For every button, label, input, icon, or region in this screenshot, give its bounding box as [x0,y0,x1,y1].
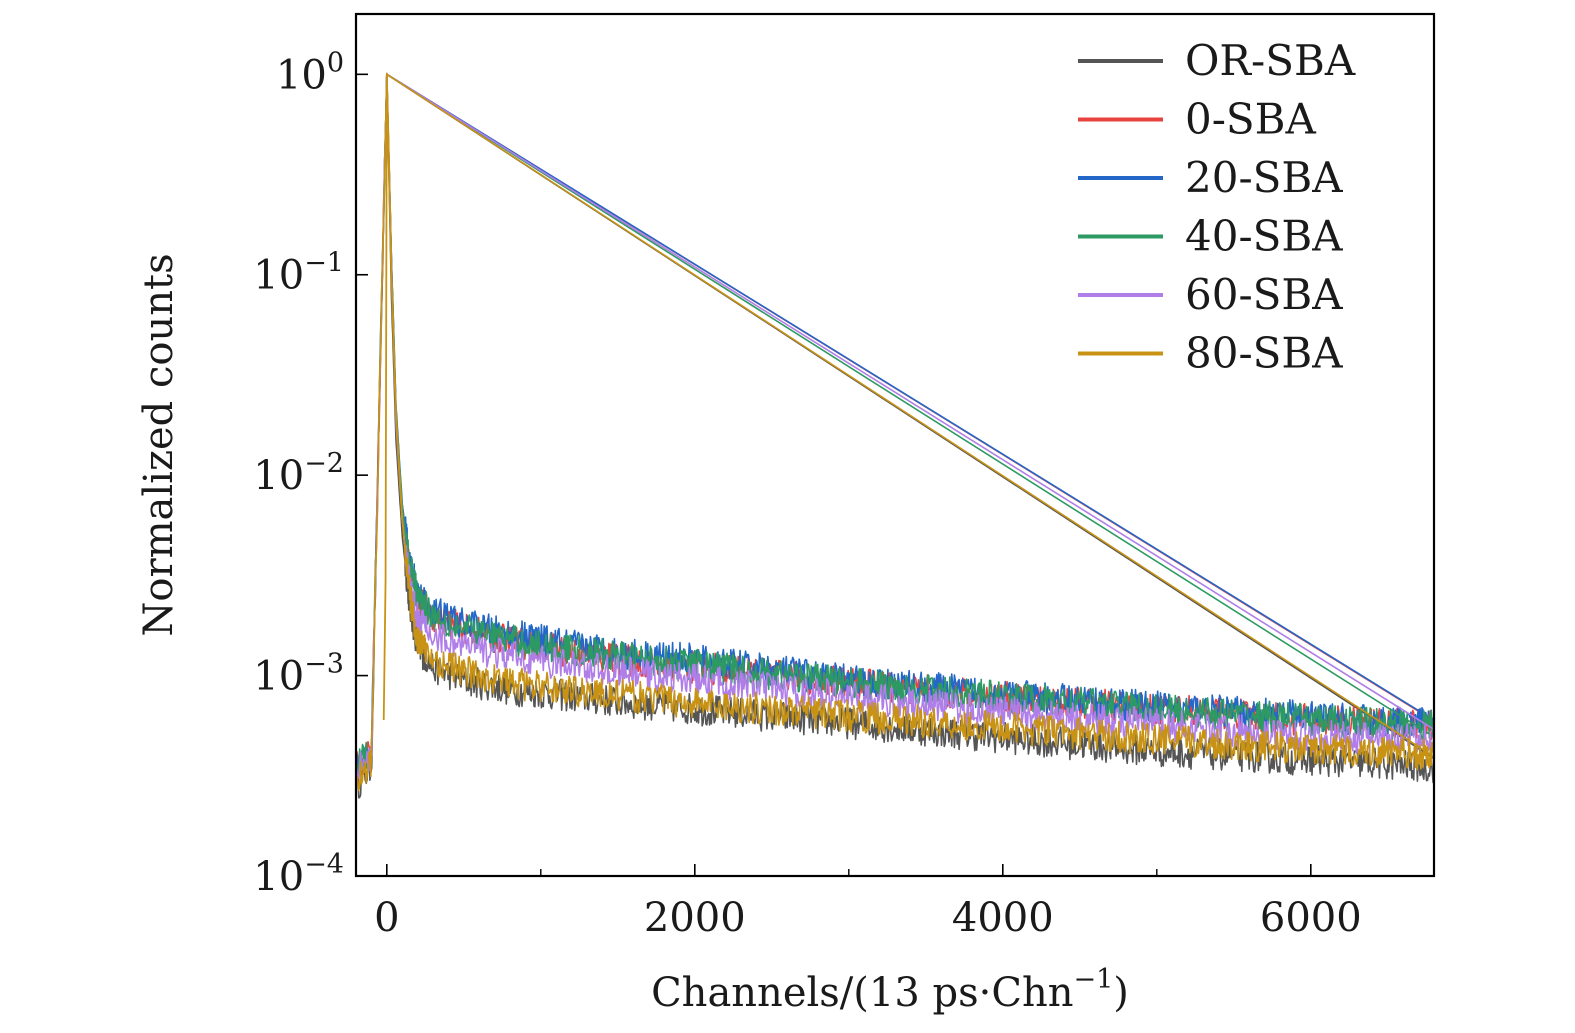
series-peak-80-sba [382,74,404,721]
x-axis: 0 2000 4000 6000 [374,864,1362,941]
legend-label: 40-SBA [1185,212,1343,261]
y-tick-label: 10−2 [253,448,344,499]
series-line-20-sba [356,72,1434,778]
legend-label: 20-SBA [1185,153,1343,202]
x-axis-label-tail: ) [1113,970,1129,1016]
x-tick-label: 6000 [1260,895,1362,941]
y-tick-label: 100 [276,47,344,98]
legend-label: 0-SBA [1185,95,1317,144]
y-axis: 100 10−1 10−2 10−3 10−4 [253,47,368,900]
plot-area [356,72,1434,800]
series-line-40-sba [356,73,1434,773]
x-tick-label: 0 [374,895,399,941]
plot-frame [354,12,1436,878]
x-axis-label: Channels/(13 ps·Chn−1) [651,964,1129,1016]
x-axis-label-superscript: −1 [1073,964,1113,995]
legend-label: OR-SBA [1185,36,1356,85]
x-axis-label-main: Channels/(13 ps·Chn [651,970,1073,1016]
legend-label: 60-SBA [1185,270,1343,319]
y-tick-label: 10−1 [253,248,344,299]
x-tick-label: 2000 [644,895,746,941]
x-tick-label: 4000 [952,895,1054,941]
series-line-80-sba [356,72,1434,792]
legend-label: 80-SBA [1185,329,1343,378]
y-axis-label: Normalized counts [136,253,182,636]
y-tick-label: 10−4 [253,849,344,900]
legend: OR-SBA 0-SBA 20-SBA 40-SBA 60-SBA 80-SBA [1078,36,1356,378]
series-line-60-sba [356,72,1434,780]
y-tick-label: 10−3 [253,649,344,700]
